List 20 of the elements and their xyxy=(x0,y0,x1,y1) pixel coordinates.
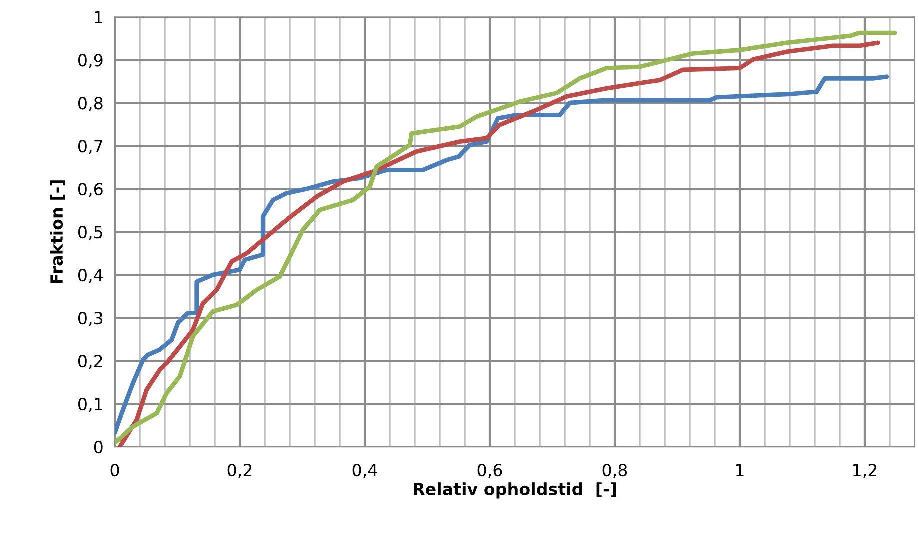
x-tick-label: 1,2 xyxy=(854,464,877,478)
y-tick-label: 0,9 xyxy=(78,54,103,68)
x-tick-label: 0,8 xyxy=(602,464,628,478)
y-tick-label: 0,8 xyxy=(78,97,103,112)
y-axis-title: Fraktion [-] xyxy=(50,180,66,284)
y-tick-label: 0,5 xyxy=(78,226,102,240)
y-tick-label: 0 xyxy=(94,440,103,454)
y-tick-label: 0,4 xyxy=(78,269,103,284)
y-tick-label: 0,7 xyxy=(78,140,102,154)
y-tick-label: 0,3 xyxy=(78,312,103,326)
x-tick-label: 0,2 xyxy=(228,464,252,478)
y-tick-label: 1 xyxy=(95,11,102,24)
x-tick-label: 1 xyxy=(736,464,744,476)
y-tick-label: 0,1 xyxy=(78,398,102,412)
y-tick-label: 0,2 xyxy=(78,355,102,370)
y-tick-label: 0,6 xyxy=(78,183,103,198)
x-tick-label: 0,6 xyxy=(478,464,502,478)
x-tick-label: 0 xyxy=(110,464,120,477)
x-tick-label: 0,4 xyxy=(352,464,378,478)
x-axis-title: Relativ opholdstid [-] xyxy=(414,482,616,499)
